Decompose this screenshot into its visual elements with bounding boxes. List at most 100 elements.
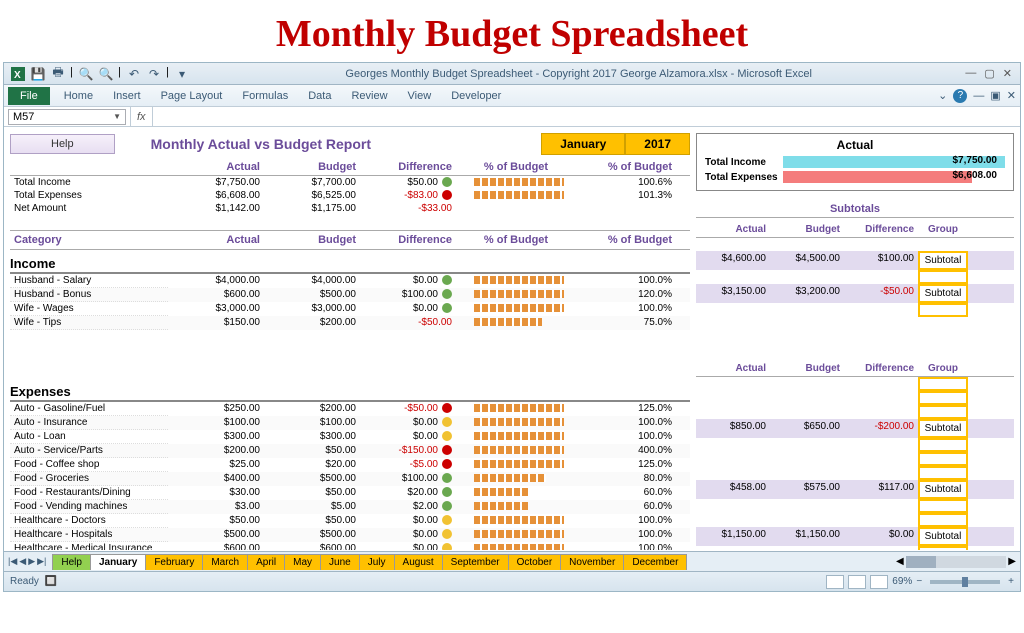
sheet-tab-month[interactable]: November <box>560 554 624 570</box>
tab-home[interactable]: Home <box>54 87 103 105</box>
svg-text:X: X <box>14 70 21 81</box>
sheet-tab-month[interactable]: April <box>247 554 285 570</box>
chart-bar-row: Total Expenses $6,608.00 <box>705 171 1005 183</box>
data-row[interactable]: Food - Coffee shop $25.00 $20.00 -$5.00 … <box>10 458 690 472</box>
data-row[interactable]: Wife - Wages $3,000.00 $3,000.00 $0.00 1… <box>10 302 690 316</box>
sheet-tab-month[interactable]: December <box>623 554 687 570</box>
maximize-icon[interactable]: ▢ <box>984 67 994 80</box>
print-icon[interactable]: 🖶 <box>50 66 66 82</box>
zoom-out-button[interactable]: − <box>916 576 922 587</box>
tab-nav-arrows[interactable]: |◀◀▶▶| <box>8 556 46 567</box>
data-row[interactable]: Husband - Salary $4,000.00 $4,000.00 $0.… <box>10 274 690 288</box>
data-row[interactable]: Auto - Loan $300.00 $300.00 $0.00 100.0% <box>10 430 690 444</box>
col-actual: Actual <box>168 159 264 175</box>
chart-bar-row: Total Income $7,750.00 <box>705 156 1005 168</box>
col-actual-2: Actual <box>168 231 264 249</box>
summary-row[interactable]: Net Amount$1,142.00$1,175.00 -$33.00 <box>10 202 690 215</box>
data-row[interactable]: Healthcare - Hospitals $500.00 $500.00 $… <box>10 528 690 542</box>
sheet-tab-month[interactable]: July <box>359 554 395 570</box>
sheet-area: Help Monthly Actual vs Budget Report Jan… <box>4 127 1020 551</box>
excel-window: X 💾 🖶 | 🔍 🔍 | ↶ ↷ | ▾ Georges Monthly Bu… <box>3 62 1021 592</box>
subtotal-row[interactable]: $1,150.00$1,150.00 $0.00Subtotal <box>696 527 1014 546</box>
chevron-down-icon[interactable]: ▼ <box>113 112 121 121</box>
subtotal-row[interactable]: $4,600.00$4,500.00 $100.00Subtotal <box>696 251 1014 270</box>
data-row[interactable]: Healthcare - Medical Insurance $600.00 $… <box>10 542 690 550</box>
find-icon[interactable]: 🔍 <box>78 66 94 82</box>
tab-insert[interactable]: Insert <box>103 87 151 105</box>
sheet-tab-month[interactable]: May <box>284 554 321 570</box>
page-layout-view-button[interactable] <box>848 575 866 589</box>
col-pct2: % of Budget <box>576 159 676 175</box>
normal-view-button[interactable] <box>826 575 844 589</box>
sheet-tab-month[interactable]: June <box>320 554 360 570</box>
zoom-in-button[interactable]: + <box>1008 576 1014 587</box>
minimize-icon[interactable]: — <box>965 67 976 80</box>
zoom-slider[interactable] <box>930 580 1000 584</box>
category-header: Category Actual Budget Difference % of B… <box>10 230 690 250</box>
sheet-tab-month[interactable]: August <box>394 554 443 570</box>
close-icon[interactable]: ✕ <box>1003 67 1012 80</box>
expenses-section-title: Expenses <box>10 384 690 402</box>
subtotal-row[interactable]: $3,150.00$3,200.00 -$50.00Subtotal <box>696 284 1014 303</box>
tab-developer[interactable]: Developer <box>441 87 511 105</box>
data-row[interactable]: Food - Vending machines $3.00 $5.00 $2.0… <box>10 500 690 514</box>
quick-access-toolbar: X 💾 🖶 | 🔍 🔍 | ↶ ↷ | ▾ Georges Monthly Bu… <box>4 63 1020 85</box>
help-icon[interactable]: ? <box>953 89 967 103</box>
tab-page-layout[interactable]: Page Layout <box>151 87 233 105</box>
data-row[interactable]: Auto - Gasoline/Fuel $250.00 $200.00 -$5… <box>10 402 690 416</box>
subtotal-expense-rows: $850.00$650.00 -$200.00Subtotal $458.00$… <box>696 377 1014 550</box>
data-row[interactable]: Husband - Bonus $600.00 $500.00 $100.00 … <box>10 288 690 302</box>
year-cell[interactable]: 2017 <box>625 133 690 155</box>
page-break-view-button[interactable] <box>870 575 888 589</box>
sheet-tab-month[interactable]: March <box>202 554 248 570</box>
data-row[interactable]: Auto - Service/Parts $200.00 $50.00 -$15… <box>10 444 690 458</box>
chart-title: Actual <box>705 138 1005 152</box>
dropdown-icon[interactable]: ▾ <box>174 66 190 82</box>
period-selector: January 2017 <box>541 133 690 155</box>
tab-file[interactable]: File <box>8 87 50 105</box>
tab-review[interactable]: Review <box>341 87 397 105</box>
sheet-tab-january[interactable]: January <box>90 554 146 570</box>
ribbon-collapse-icon[interactable]: ⌄ <box>938 89 947 102</box>
data-row[interactable]: Wife - Tips $150.00 $200.00 -$50.00 75.0… <box>10 316 690 330</box>
tab-formulas[interactable]: Formulas <box>232 87 298 105</box>
data-row[interactable]: Auto - Insurance $100.00 $100.00 $0.00 1… <box>10 416 690 430</box>
tab-view[interactable]: View <box>398 87 442 105</box>
find-icon-2[interactable]: 🔍 <box>98 66 114 82</box>
summary-row[interactable]: Total Income$7,750.00$7,700.00 $50.00100… <box>10 176 690 189</box>
subtotal-header-expenses: Actual Budget Difference Group <box>696 361 1014 377</box>
data-row[interactable]: Healthcare - Doctors $50.00 $50.00 $0.00… <box>10 514 690 528</box>
restore-doc-icon[interactable]: ▣ <box>990 89 1000 102</box>
report-title: Monthly Actual vs Budget Report <box>123 136 371 152</box>
minimize-doc-icon[interactable]: — <box>973 90 984 102</box>
summary-rows: Total Income$7,750.00$7,700.00 $50.00100… <box>10 176 690 215</box>
horizontal-scrollbar[interactable]: ◀▶ <box>896 556 1016 568</box>
month-cell[interactable]: January <box>541 133 625 155</box>
redo-icon[interactable]: ↷ <box>146 66 162 82</box>
data-row[interactable]: Food - Restaurants/Dining $30.00 $50.00 … <box>10 486 690 500</box>
sheet-tab-month[interactable]: October <box>508 554 562 570</box>
sheet-tab-help[interactable]: Help <box>52 554 91 570</box>
col-pct-4: % of Budget <box>576 231 676 249</box>
tab-data[interactable]: Data <box>298 87 341 105</box>
close-doc-icon[interactable]: ✕ <box>1007 89 1016 102</box>
help-button[interactable]: Help <box>10 134 115 154</box>
col-diff: Difference <box>360 159 456 175</box>
save-icon[interactable]: 💾 <box>30 66 46 82</box>
formula-input[interactable] <box>152 107 1020 126</box>
sheet-tab-month[interactable]: February <box>145 554 203 570</box>
summary-row[interactable]: Total Expenses$6,608.00$6,525.00 -$83.00… <box>10 189 690 202</box>
sheet-tab-bar: |◀◀▶▶| Help January FebruaryMarchAprilMa… <box>4 551 1020 571</box>
name-box[interactable]: M57▼ <box>8 109 126 125</box>
sheet-tab-month[interactable]: September <box>442 554 509 570</box>
data-row[interactable]: Food - Groceries $400.00 $500.00 $100.00… <box>10 472 690 486</box>
subtotals-title: Subtotals <box>696 201 1014 218</box>
fx-label[interactable]: fx <box>130 107 152 126</box>
page-title: Monthly Budget Spreadsheet <box>0 0 1024 62</box>
subtotals-panel: Subtotals <box>696 201 1014 218</box>
subtotal-header-income: Actual Budget Difference Group <box>696 222 1014 238</box>
undo-icon[interactable]: ↶ <box>126 66 142 82</box>
subtotal-row[interactable]: $458.00$575.00 $117.00Subtotal <box>696 480 1014 499</box>
col-diff-2: Difference <box>360 231 456 249</box>
subtotal-row[interactable]: $850.00$650.00 -$200.00Subtotal <box>696 419 1014 438</box>
